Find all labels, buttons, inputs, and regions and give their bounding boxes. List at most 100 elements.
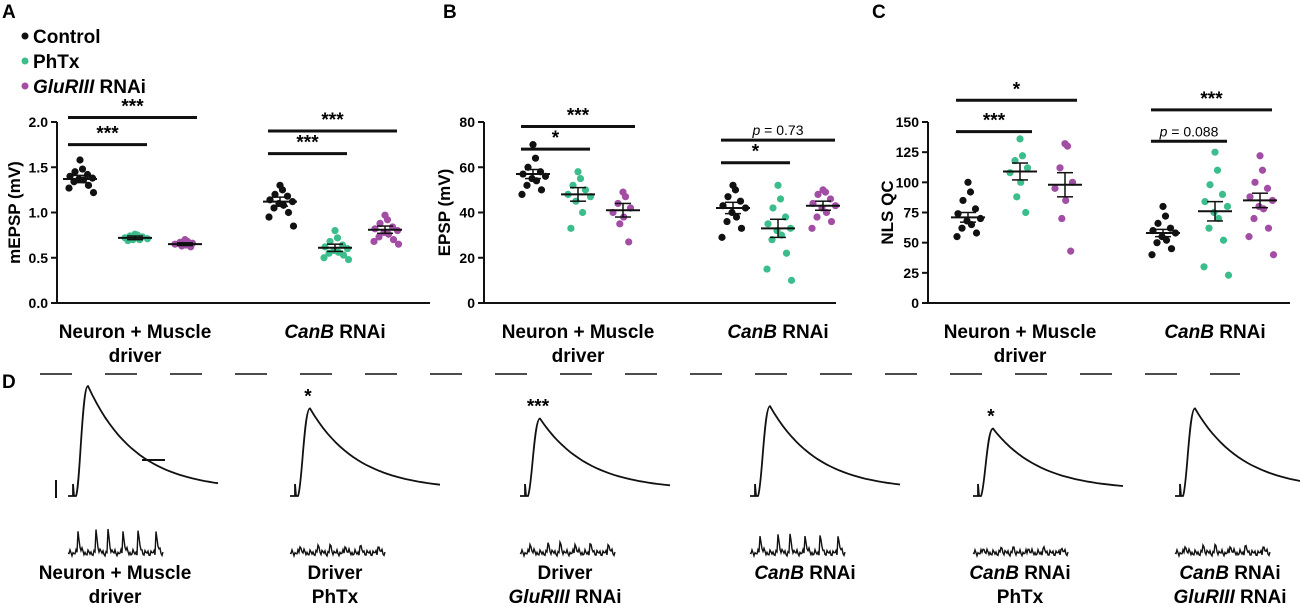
epsp-trace [750,405,901,497]
data-point [1161,212,1170,220]
data-point [972,229,981,237]
y-tick-label: 1.0 [29,205,49,221]
significance-label-italic: p [752,122,761,138]
data-point [1018,152,1027,160]
data-point [625,238,633,246]
x-category-label-suffix: RNAi [334,322,386,343]
data-point [523,181,531,189]
panel-letter-b: B [443,2,457,23]
data-point [764,220,772,228]
data-point [1154,219,1162,227]
legend-label-phtx: PhTx [33,52,80,73]
data-point [1058,214,1066,223]
trace-label-line2: PhTx [312,587,359,607]
significance-label-italic: p [1159,123,1168,139]
trace-label-line1-suffix: RNAi [1229,563,1281,584]
data-point [724,193,732,201]
data-point [813,213,821,221]
data-point [1022,208,1030,217]
significance-label: * [1013,79,1021,100]
legend-item-control: Control [21,27,101,48]
y-axis-label: EPSP (mV) [435,169,454,257]
trace-label-line1-suffix: RNAi [804,563,856,584]
data-point [787,276,796,284]
data-point [265,213,273,221]
data-point [1211,148,1219,156]
data-point [278,186,287,194]
epsp-trace [68,385,219,497]
mini-trace [519,539,616,559]
x-category-label: Neuron + Muscle [59,322,212,343]
trace-label-line2-italic: GluRIII [1174,587,1236,607]
trace-label-line1: CanB RNAi [969,563,1070,584]
trace-label-line2: GluRIII RNAi [1174,587,1287,607]
data-point [1263,184,1272,192]
data-point [964,178,972,186]
data-point [827,217,836,226]
y-tick-label: 50 [903,235,919,251]
trace-label-line1-suffix: RNAi [1019,563,1071,584]
data-point [289,222,298,230]
epsp-trace [290,407,441,497]
data-point [65,184,73,192]
data-point [1246,193,1254,201]
data-point [1205,224,1213,232]
data-point [959,196,967,205]
data-point [1269,251,1278,259]
significance-label: *** [567,106,590,127]
trace-label-line2: driver [89,587,142,607]
y-tick-label: 1.5 [29,159,49,175]
x-category-label: CanB RNAi [284,322,385,343]
data-point [954,210,962,218]
data-point [1213,166,1222,174]
y-tick-label: 20 [459,250,475,266]
data-point [339,251,348,259]
legend-marker-gluriii [21,82,29,90]
chart-c-qc: 0 25 50 75 100 125 150 NLS QC Neuron + Muscle dri… [878,79,1290,367]
significance-label: *** [96,124,119,145]
data-point [1219,236,1228,244]
significance-label-suffix: = 0.088 [1167,123,1218,139]
data-point [576,174,585,183]
x-category-label-suffix: RNAi [1214,322,1266,343]
y-tick-label: 40 [459,205,475,221]
data-point [384,230,393,238]
y-tick-label: 2.0 [29,114,49,130]
data-point [1200,263,1208,271]
data-point [574,168,582,176]
legend-marker-phtx [21,57,29,65]
trace-label-line1: CanB RNAi [1179,563,1280,584]
y-tick-label: 150 [896,114,920,130]
data-point [1162,236,1171,244]
mini-trace [1174,542,1271,559]
trace-label-line2-suffix: RNAi [1235,587,1287,607]
trace-label-line2-suffix: RNAi [570,587,622,607]
y-tick-label: 125 [896,144,920,160]
y-tick-label: 60 [459,159,475,175]
chart-a-mepsp: 0.0 0.5 1.0 1.5 2.0 mEPSP (mV) Neuron + Muscle… [5,96,430,367]
data-point [320,254,328,262]
data-point [1148,251,1156,259]
x-category-label-line2: driver [552,346,605,367]
data-point [370,237,378,246]
data-point [732,213,741,221]
y-tick-label: 75 [903,205,919,221]
data-point [1210,208,1218,217]
trace-label-line1-italic: CanB [1179,563,1229,584]
chart-b-epsp: 0 20 40 60 80 EPSP (mV) Neuron + Muscle driver C… [435,106,840,367]
epsp-trace [1175,407,1300,497]
data-point [782,249,791,257]
data-point [284,208,293,217]
data-point [1016,135,1024,143]
data-point [71,168,79,176]
significance-label: *** [121,96,144,117]
significance-label-suffix: = 0.73 [760,122,803,138]
trace-label-line2: PhTx [997,587,1044,607]
legend-item-phtx: PhTx [21,52,80,73]
data-point [375,233,383,241]
x-category-label-suffix: RNAi [777,322,829,343]
y-tick-label: 25 [903,265,919,281]
significance-label: *** [321,110,344,131]
data-point [723,217,731,226]
